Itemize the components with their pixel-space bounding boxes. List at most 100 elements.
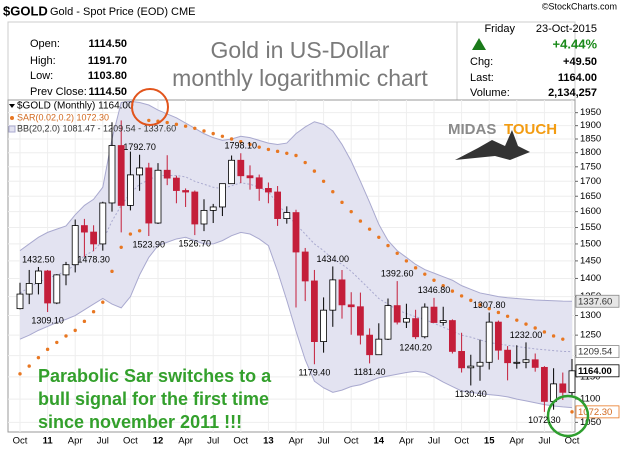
candle-body [504,349,512,364]
candle-body [402,318,410,323]
x-tick-label: Jul [428,436,440,447]
logo-left: MIDAS [448,121,496,138]
low-label: 1181.40 [354,367,386,377]
sar-dot [220,134,225,139]
high-label: 1232.00 [510,330,543,340]
candle-body [127,174,134,206]
x-tick-label: Oct [123,436,138,447]
sar-dot [331,190,335,194]
sar-dot [423,272,427,276]
credit: ©StockCharts.com [542,1,617,11]
sar-dot [137,229,142,233]
x-tick-label: Jul [97,436,109,447]
sar-dot [524,322,528,326]
sar-dot [386,243,390,248]
title-line: Gold in US-Dollar [211,37,390,63]
sar-dot [229,137,234,141]
stat-value: 1103.80 [88,70,127,82]
candle-body [375,338,383,356]
candle-body [62,264,70,276]
sar-dot [377,235,381,240]
sar-dot [349,209,353,214]
candle-body [384,305,392,340]
candle-body [329,279,337,311]
up-arrow [472,38,486,50]
candle-body [568,370,576,393]
candle-body [237,159,245,177]
candle-body [522,359,530,363]
sar-dot [211,131,215,136]
y-tick-label: 1800 [580,147,601,158]
quote-day: Friday [484,23,515,35]
low-label: 1072.30 [528,415,561,425]
price-tag-label: 1337.60 [578,296,612,307]
candle-body [16,293,24,310]
candle-body [25,283,33,295]
candle-body [255,177,263,189]
candle-body [200,209,208,225]
candle-body [145,167,153,224]
sar-dot [165,120,169,125]
stat-value: 1114.50 [88,86,127,98]
sar-dot [119,245,123,249]
sar-dot [27,364,31,368]
candle-body [320,309,328,342]
quote-value: +49.50 [563,56,597,68]
sar-dot [45,347,50,352]
candle-body [338,279,346,306]
candle-body [53,274,61,304]
y-tick-label: 1750 [580,161,601,172]
x-tick-label: Apr [509,436,524,447]
candle-body [246,175,254,179]
candle-body [366,334,374,356]
quote-label: Chg: [470,56,493,68]
legend-sar: SAR(0.02,0.2) 1072.30 [17,112,109,122]
candle-body [393,305,401,323]
sar-dot [64,334,68,338]
y-tick-label: 1700 [580,176,601,187]
candle-body [172,177,180,191]
x-tick-label: Apr [68,436,83,447]
sar-dot [128,232,133,236]
sar-dot [257,145,261,149]
sar-dot [395,251,399,256]
sar-dot [285,151,289,155]
candle-body [541,366,548,402]
sar-dot [110,269,114,274]
price-tag [575,364,620,378]
logo-bull [455,130,530,160]
high-label: 1307.80 [473,300,506,310]
sar-dot [248,142,252,147]
candle-body [310,280,318,342]
high-label: 1392.60 [381,268,414,278]
candle-body [191,191,199,225]
low-label: 1179.40 [298,368,330,378]
stat-label: Open: [30,38,60,50]
candle-body [90,231,97,245]
sar-dot [101,300,105,304]
candle-body [467,365,475,369]
candle-body [412,318,420,338]
y-tick-label: 1900 [580,120,601,131]
quote-label: Last: [470,72,494,84]
price-tag-label: 1164.00 [578,366,612,377]
candle-body [439,320,447,323]
sar-dot [147,118,151,123]
legend-bb: BB(20,2.0) 1081.47 - 1209.54 - 1337.60 [17,123,176,133]
low-label: 1130.40 [455,389,487,399]
low-label: 1240.20 [399,342,432,352]
sar-dot [441,283,445,288]
sar-dot [505,314,510,318]
sar-dot [303,160,307,165]
sar-dot [73,328,77,333]
highlight-circle [131,88,169,126]
candle-body [81,225,88,233]
quote-label: Volume: [470,87,510,99]
x-tick-label: 13 [263,436,274,447]
candle-body [430,306,438,323]
x-tick-label: Jul [538,436,550,447]
y-tick-label: 1450 [580,255,601,266]
sar-dot [404,259,409,263]
sar-dot [561,337,565,341]
candle-body [44,270,51,304]
